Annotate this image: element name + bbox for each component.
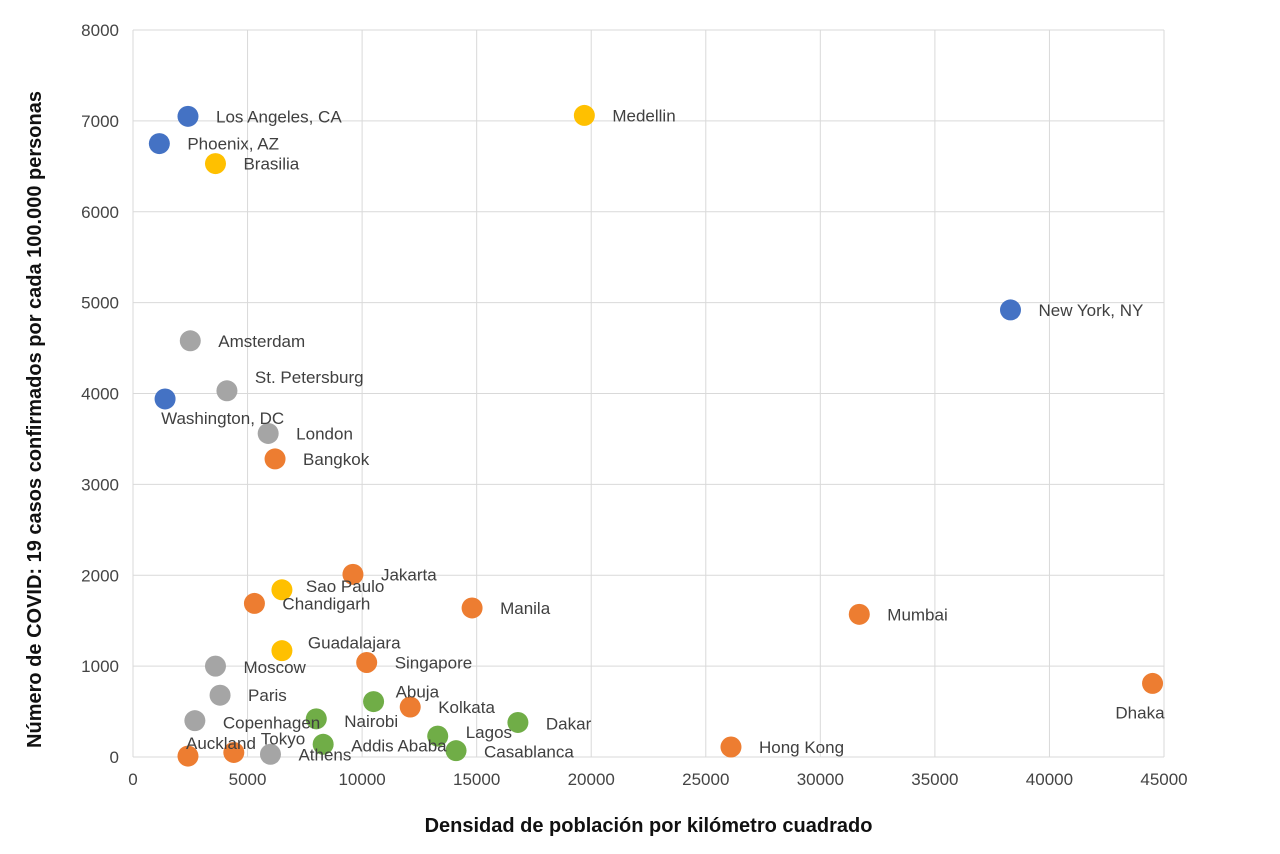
data-point-bangkok xyxy=(264,448,286,470)
data-point-chandigarh xyxy=(243,592,265,614)
data-point-london xyxy=(257,422,279,444)
data-point-new-york-ny xyxy=(999,299,1021,321)
data-point-tokyo xyxy=(223,741,245,763)
data-label: London xyxy=(296,424,353,443)
data-point-lagos xyxy=(427,725,449,747)
x-tick-label: 15000 xyxy=(453,770,500,789)
data-point-auckland xyxy=(177,745,199,767)
data-label: St. Petersburg xyxy=(255,368,364,387)
y-tick-label: 0 xyxy=(110,748,119,767)
data-label: Singapore xyxy=(395,653,473,672)
x-tick-label: 40000 xyxy=(1026,770,1073,789)
y-tick-label: 3000 xyxy=(81,475,119,494)
data-point-abuja xyxy=(363,691,385,713)
y-tick-label: 4000 xyxy=(81,385,119,404)
data-label: Guadalajara xyxy=(308,634,401,653)
data-point-paris xyxy=(209,684,231,706)
y-tick-label: 2000 xyxy=(81,566,119,585)
data-point-mumbai xyxy=(848,603,870,625)
data-point-washington-dc xyxy=(154,388,176,410)
data-label: Addis Ababa xyxy=(351,736,447,755)
data-label: Dakar xyxy=(546,714,592,733)
data-point-guadalajara xyxy=(271,640,293,662)
data-label: Sao Paulo xyxy=(306,577,384,596)
data-point-los-angeles-ca xyxy=(177,105,199,127)
data-label: Nairobi xyxy=(344,712,398,731)
data-label: Copenhagen xyxy=(223,714,320,733)
data-point-amsterdam xyxy=(179,330,201,352)
data-point-medellin xyxy=(573,104,595,126)
data-label: Tokyo xyxy=(261,729,305,748)
x-tick-label: 30000 xyxy=(797,770,844,789)
data-point-hong-kong xyxy=(720,736,742,758)
data-label: Los Angeles, CA xyxy=(216,107,342,126)
data-label: New York, NY xyxy=(1038,301,1143,320)
y-tick-label: 8000 xyxy=(81,21,119,40)
x-tick-label: 35000 xyxy=(911,770,958,789)
data-label: Moscow xyxy=(243,658,306,677)
data-label: Abuja xyxy=(396,683,440,702)
x-axis-title: Densidad de población por kilómetro cuad… xyxy=(425,815,873,837)
data-label: Washington, DC xyxy=(161,409,284,428)
data-point-manila xyxy=(461,597,483,619)
data-point-phoenix-az xyxy=(148,133,170,155)
x-tick-label: 45000 xyxy=(1140,770,1187,789)
x-tick-labels: 0 5000 10000 15000 20000 25000 30000 35000 40000… xyxy=(128,770,1187,789)
y-tick-label: 6000 xyxy=(81,203,119,222)
grid-lines xyxy=(132,29,1165,758)
x-tick-label: 5000 xyxy=(229,770,267,789)
y-tick-label: 1000 xyxy=(81,657,119,676)
data-label: Auckland xyxy=(186,734,256,753)
data-label: Bangkok xyxy=(303,450,370,469)
data-point-brasilia xyxy=(204,153,226,175)
y-tick-label: 7000 xyxy=(81,112,119,131)
data-label: Amsterdam xyxy=(218,332,305,351)
data-point-jakarta xyxy=(342,563,364,585)
data-label: Lagos xyxy=(466,723,512,742)
data-point-sao-paulo xyxy=(271,579,293,601)
data-label: Phoenix, AZ xyxy=(187,135,279,154)
y-axis-title: Número de COVID: 19 casos confirmados po… xyxy=(24,91,46,748)
x-tick-label: 20000 xyxy=(568,770,615,789)
data-point-casablanca xyxy=(445,740,467,762)
data-point-dhaka xyxy=(1142,672,1164,694)
data-point-dakar xyxy=(507,711,529,733)
data-point-nairobi xyxy=(305,708,327,730)
data-label: Brasilia xyxy=(243,155,299,174)
data-point-moscow xyxy=(204,655,226,677)
data-label: Kolkata xyxy=(438,698,495,717)
point-labels: Los Angeles, CA Phoenix, AZ New York, NY Wa… xyxy=(161,106,1165,764)
data-label: Jakarta xyxy=(381,565,437,584)
data-point-copenhagen xyxy=(184,710,206,732)
data-label: Paris xyxy=(248,686,287,705)
data-label: Chandigarh xyxy=(282,594,370,613)
data-label: Medellin xyxy=(612,106,675,125)
data-label: Hong Kong xyxy=(759,738,844,757)
data-point-addis-ababa xyxy=(312,733,334,755)
y-tick-labels: 0 1000 2000 3000 4000 5000 6000 7000 8000 xyxy=(81,21,119,767)
data-label: Mumbai xyxy=(887,605,947,624)
data-points xyxy=(148,104,1164,767)
y-tick-label: 5000 xyxy=(81,294,119,313)
data-label: Casablanca xyxy=(484,743,574,762)
data-label: Manila xyxy=(500,599,551,618)
data-label: Dhaka xyxy=(1115,703,1165,722)
data-label: Athens xyxy=(298,745,351,764)
x-tick-label: 10000 xyxy=(338,770,385,789)
data-point-kolkata xyxy=(399,696,421,718)
x-tick-label: 0 xyxy=(128,770,137,789)
data-point-st-petersburg xyxy=(216,380,238,402)
x-tick-label: 25000 xyxy=(682,770,729,789)
data-point-athens xyxy=(259,743,281,765)
data-point-singapore xyxy=(356,651,378,673)
